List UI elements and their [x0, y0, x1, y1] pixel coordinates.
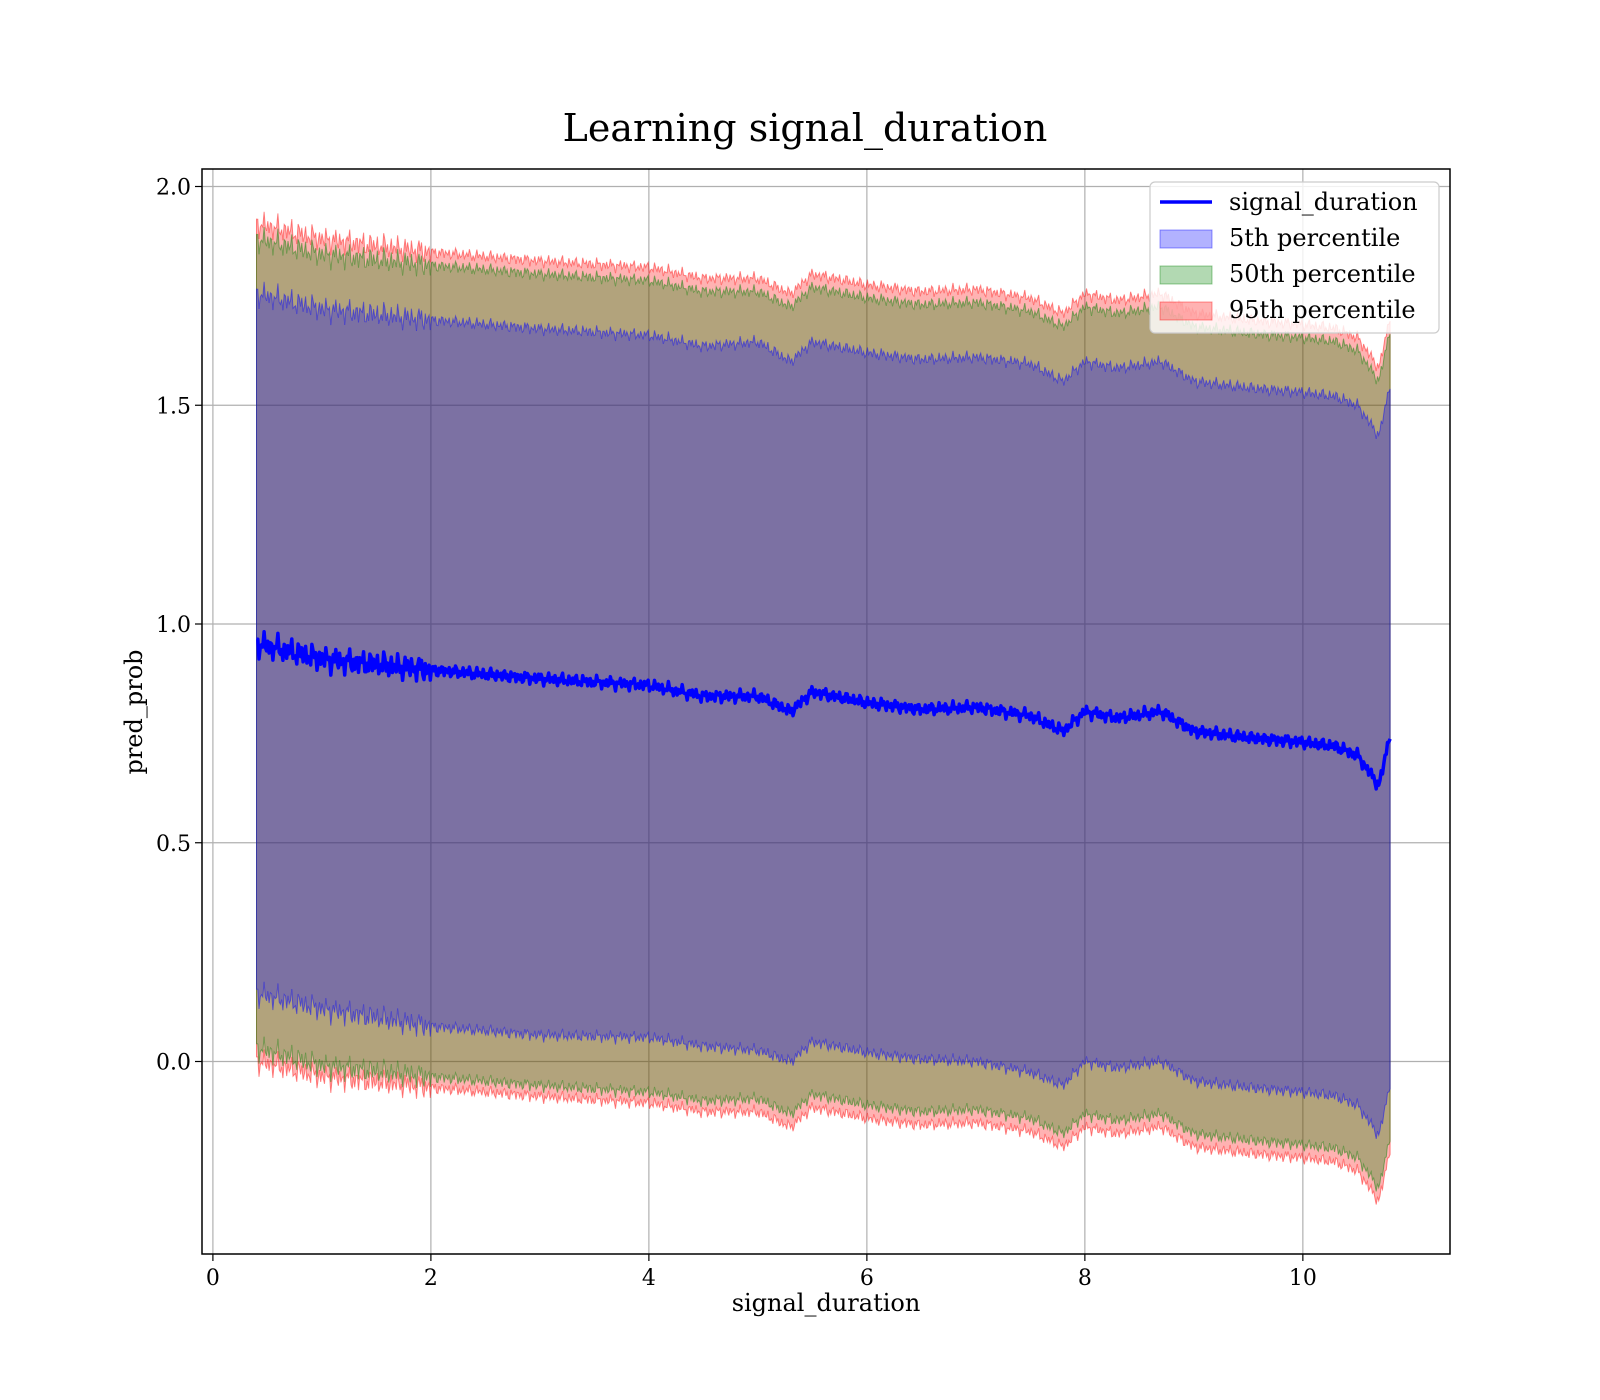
legend-label-5th-percentile: 5th percentile [1229, 224, 1400, 252]
x-ticks: 0 2 4 6 8 10 [206, 1254, 1317, 1291]
legend-box [1149, 181, 1440, 334]
legend-swatch-5th [1159, 229, 1213, 249]
legend-label-signal-duration: signal_duration [1229, 188, 1418, 216]
series-line-signal-duration [256, 630, 1392, 791]
legend-label-95th-percentile: 95th percentile [1229, 296, 1416, 324]
x-axis-title: signal_duration [732, 1289, 921, 1317]
legend: signal_duration 5th percentile 50th perc… [1149, 181, 1440, 334]
legend-label-50th-percentile: 50th percentile [1229, 260, 1416, 288]
y-ticks: 0.0 0.5 1.0 1.5 2.0 [156, 176, 202, 1076]
chart-title: Learning signal_duration [563, 106, 1048, 151]
x-tick-label: 10 [1289, 1266, 1317, 1291]
x-tick-label: 8 [1078, 1266, 1092, 1291]
x-tick-label: 4 [642, 1266, 656, 1291]
x-tick-label: 0 [206, 1266, 220, 1291]
y-tick-label: 1.0 [156, 613, 191, 638]
y-axis-title: pred_prob [120, 649, 148, 774]
x-tick-label: 6 [860, 1266, 874, 1291]
y-tick-label: 0.5 [156, 832, 191, 857]
y-tick-label: 1.5 [156, 394, 191, 419]
band-95th-percentile [256, 211, 1391, 1205]
band-5th-percentile [256, 281, 1391, 1139]
y-tick-label: 0.0 [156, 1051, 191, 1076]
legend-swatch-50th [1159, 265, 1213, 285]
y-tick-label: 2.0 [156, 176, 191, 201]
x-tick-label: 2 [424, 1266, 438, 1291]
plot-area [256, 211, 1392, 1205]
axes-frame [201, 168, 1451, 1255]
band-50th-percentile [256, 227, 1391, 1192]
legend-swatch-95th [1159, 301, 1213, 321]
